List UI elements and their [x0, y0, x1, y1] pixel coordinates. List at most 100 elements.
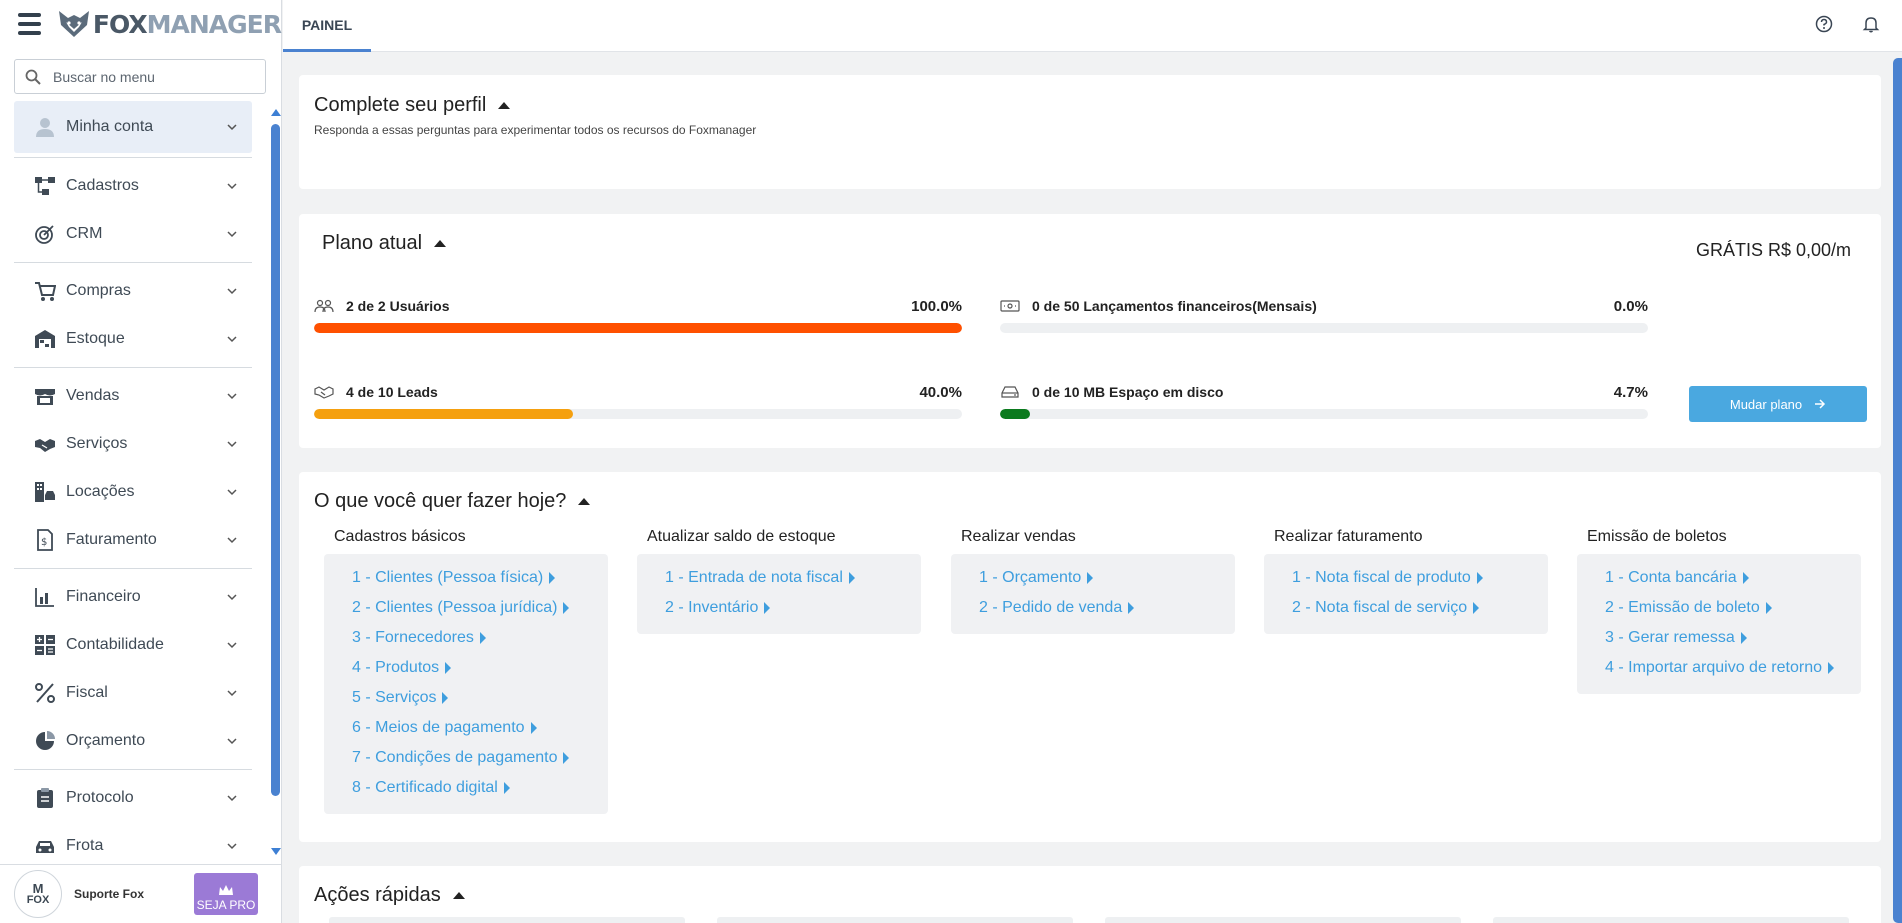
hamburger-menu-icon[interactable]: [18, 13, 41, 35]
seja-pro-button[interactable]: SEJA PRO: [194, 873, 258, 915]
menu-divider: [14, 157, 252, 158]
todo-column-title: Atualizar saldo de estoque: [647, 528, 836, 545]
sidebar-item-faturamento[interactable]: $ Faturamento: [14, 516, 252, 564]
chevron-down-icon: [227, 594, 237, 601]
search-input[interactable]: [53, 68, 253, 85]
caret-up-icon[interactable]: [578, 498, 591, 505]
sidebar-item-contabilidade[interactable]: Contabilidade: [14, 621, 252, 669]
fox-logo-icon: [58, 11, 89, 37]
caret-right-icon: [1742, 571, 1749, 584]
sidebar-item-label: Compras: [66, 282, 131, 299]
logo-text-manager: MANAGER: [146, 9, 282, 39]
todo-column: Cadastros básicos 1 - Clientes (Pessoa fí…: [324, 528, 608, 814]
chevron-down-icon: [227, 642, 237, 649]
sidebar-item-financeiro[interactable]: Financeiro: [14, 573, 252, 621]
chevron-down-icon: [227, 441, 237, 448]
quick-action-tile[interactable]: [1105, 917, 1461, 923]
usage-leads: 4 de 10 Leads 40.0%: [314, 382, 962, 419]
todo-column-title: Cadastros básicos: [334, 528, 466, 545]
change-plan-button[interactable]: Mudar plano: [1689, 386, 1867, 422]
todo-link[interactable]: 7 - Condições de pagamento: [352, 748, 608, 768]
sidebar-item-label: Faturamento: [66, 531, 157, 548]
todo-link[interactable]: 1 - Nota fiscal de produto: [1292, 568, 1548, 588]
sidebar-scrollbar[interactable]: [271, 124, 280, 796]
sidebar-item-crm[interactable]: CRM: [14, 210, 252, 258]
todo-column-title: Realizar vendas: [961, 528, 1076, 545]
foxmanager-logo[interactable]: FOXMANAGER: [57, 9, 282, 39]
sidebar-item-frota[interactable]: Frota: [14, 822, 252, 870]
todo-link[interactable]: 6 - Meios de pagamento: [352, 718, 608, 738]
help-icon[interactable]: [1814, 14, 1834, 34]
sidebar-item-locacoes[interactable]: Locações: [14, 468, 252, 516]
menu-search[interactable]: [14, 59, 266, 94]
sidebar-item-cadastros[interactable]: Cadastros: [14, 162, 252, 210]
todo-column: Realizar faturamento 1 - Nota fiscal de p…: [1264, 528, 1548, 634]
tab-painel[interactable]: PAINEL: [283, 0, 371, 52]
sidebar-header: FOXMANAGER: [0, 0, 282, 48]
caret-right-icon: [848, 571, 855, 584]
todo-column: Realizar vendas 1 - Orçamento 2 - Pedido d…: [951, 528, 1235, 634]
todo-link[interactable]: 2 - Nota fiscal de serviço: [1292, 598, 1548, 618]
todo-link-label: 1 - Nota fiscal de produto: [1292, 569, 1471, 586]
todo-link[interactable]: 2 - Pedido de venda: [979, 598, 1235, 618]
sidebar-item-estoque[interactable]: Estoque: [14, 315, 252, 363]
todo-link-label: 2 - Inventário: [665, 599, 759, 616]
todo-link[interactable]: 1 - Clientes (Pessoa física): [352, 568, 608, 588]
sidebar-item-minha-conta[interactable]: Minha conta: [14, 101, 252, 153]
caret-right-icon: [503, 781, 510, 794]
usage-percent: 100.0%: [911, 297, 962, 315]
sidebar-item-vendas[interactable]: Vendas: [14, 372, 252, 420]
sidebar-scroll-up-arrow[interactable]: [271, 109, 281, 116]
quick-action-tile[interactable]: [329, 917, 685, 923]
todo-link-box: 1 - Entrada de nota fiscal 2 - Inventário: [637, 554, 921, 634]
plan-title: Plano atual: [322, 232, 423, 254]
sidebar-footer: M FOX Suporte Fox SEJA PRO: [0, 864, 282, 923]
usage-financial: 0 de 50 Lançamentos financeiros(Mensais)…: [1000, 296, 1648, 333]
todo-card-title: O que você quer fazer hoje?: [314, 490, 591, 513]
usage-percent: 40.0%: [919, 383, 962, 401]
todo-link[interactable]: 2 - Clientes (Pessoa jurídica): [352, 598, 608, 618]
todo-link[interactable]: 1 - Entrada de nota fiscal: [665, 568, 921, 588]
usage-bar-fill: [314, 323, 962, 333]
todo-link[interactable]: 3 - Fornecedores: [352, 628, 608, 648]
todo-link[interactable]: 1 - Orçamento: [979, 568, 1235, 588]
caret-right-icon: [764, 601, 771, 614]
main-scrollbar[interactable]: [1893, 58, 1902, 923]
todo-link[interactable]: 8 - Certificado digital: [352, 778, 608, 798]
todo-link[interactable]: 2 - Inventário: [665, 598, 921, 618]
sidebar-item-servicos[interactable]: Serviços: [14, 420, 252, 468]
caret-up-icon[interactable]: [434, 240, 447, 247]
menu-divider: [14, 568, 252, 569]
caret-right-icon: [1765, 601, 1772, 614]
sidebar-item-protocolo[interactable]: Protocolo: [14, 774, 252, 822]
quick-action-tile[interactable]: [1493, 917, 1849, 923]
chevron-down-icon: [227, 690, 237, 697]
caret-right-icon: [1087, 571, 1094, 584]
logo-text-fox: FOX: [92, 9, 148, 39]
todo-link-label: 2 - Clientes (Pessoa jurídica): [352, 599, 558, 616]
todo-link[interactable]: 1 - Conta bancária: [1605, 568, 1861, 588]
caret-up-icon[interactable]: [498, 102, 511, 109]
profile-title: Complete seu perfil: [314, 94, 487, 116]
clipboard-icon: [32, 787, 58, 809]
sidebar-item-fiscal[interactable]: Fiscal: [14, 669, 252, 717]
todo-link-label: 8 - Certificado digital: [352, 779, 498, 796]
todo-link[interactable]: 3 - Gerar remessa: [1605, 628, 1861, 648]
sidebar-item-label: Protocolo: [66, 789, 134, 806]
avatar[interactable]: M FOX: [14, 870, 62, 918]
caret-right-icon: [1128, 601, 1135, 614]
todo-link[interactable]: 2 - Emissão de boleto: [1605, 598, 1861, 618]
usage-label: 4 de 10 Leads: [346, 384, 438, 400]
todo-link[interactable]: 5 - Serviços: [352, 688, 608, 708]
bell-icon[interactable]: [1861, 14, 1881, 34]
todo-link[interactable]: 4 - Importar arquivo de retorno: [1605, 658, 1861, 678]
quick-action-tile[interactable]: [717, 917, 1073, 923]
chevron-down-icon: [227, 336, 237, 343]
sidebar-scroll-down-arrow[interactable]: [271, 848, 281, 855]
todo-link[interactable]: 4 - Produtos: [352, 658, 608, 678]
sidebar-item-compras[interactable]: Compras: [14, 267, 252, 315]
caret-up-icon[interactable]: [452, 892, 465, 899]
caret-right-icon: [549, 571, 556, 584]
sidebar-item-orcamento[interactable]: Orçamento: [14, 717, 252, 765]
chevron-down-icon: [227, 489, 237, 496]
